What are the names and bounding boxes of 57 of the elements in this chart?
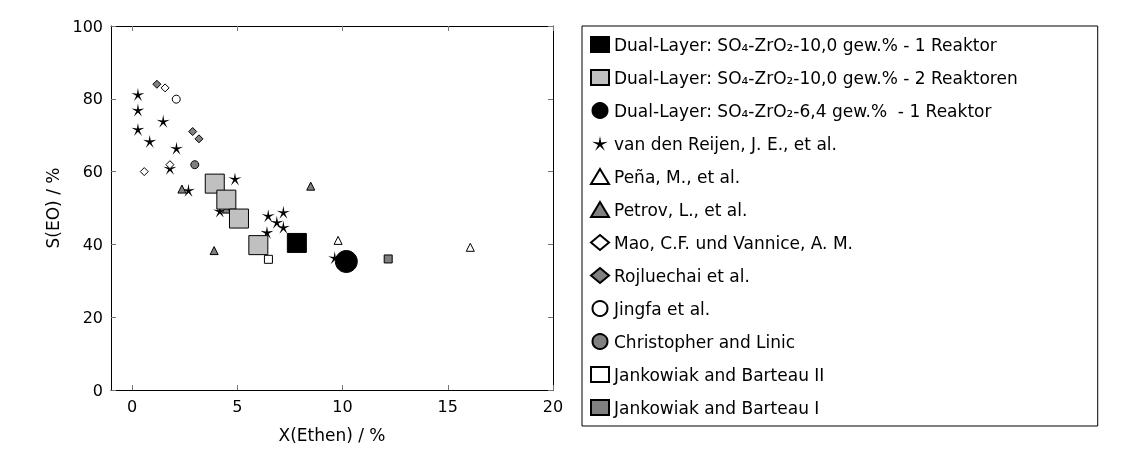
point [383,254,393,264]
point [228,172,242,186]
legend-label: Jingfa et al. [613,298,711,319]
point [188,127,198,137]
y-tick-label: 80 [82,89,103,109]
y-tick-label: 100 [72,16,103,36]
point [270,215,284,229]
point [209,246,219,256]
legend-label: Dual-Layer: SO₄-ZrO₂-10,0 gew.% - 1 Reaktor [614,34,997,55]
y-tick-label: 40 [82,234,103,254]
point [194,134,204,144]
point [152,79,162,89]
legend-label: Jankowiak and Barteau II [613,364,825,385]
point [261,209,275,223]
point [156,114,170,128]
x-tick-label: 10 [332,396,353,416]
x-tick-label: 0 [126,396,138,416]
x-tick-label: 15 [437,396,458,416]
legend-label: Dual-Layer: SO₄-ZrO₂-10,0 gew.% - 2 Reaktoren [614,67,1018,88]
point [190,160,200,170]
legend-label: Peña, M., et al. [614,166,741,187]
point [131,87,145,101]
legend-label: Christopher and Linic [614,331,796,352]
legend-label: Jankowiak and Barteau I [613,397,820,418]
point [216,189,237,210]
point [276,205,290,219]
point [306,181,316,191]
y-tick-label: 60 [82,162,103,182]
legend-label: Dual-Layer: SO₄-ZrO₂-6,4 gew.% - 1 Reaktor [614,100,992,121]
point [143,134,157,148]
point [276,220,290,234]
x-axis-title: X(Ethen) / % [278,424,386,445]
point [139,167,149,177]
x-tick-label: 20 [542,396,564,416]
point [333,235,343,245]
point [131,122,145,136]
point [286,232,307,253]
point [169,141,183,155]
point [263,254,273,264]
point [165,160,175,170]
y-tick-label: 0 [92,380,103,400]
point [177,184,187,194]
point [248,235,269,256]
legend-label: Mao, C.F. und Vannice, A. M. [614,232,853,253]
point [228,208,249,229]
point [160,83,170,93]
x-tick-label: 5 [232,396,243,416]
point [334,250,358,273]
legend-label: Petrov, L., et al. [614,199,748,220]
point [465,242,475,252]
legend-label: van den Reijen, J. E., et al. [614,133,837,154]
y-tick-label: 20 [82,307,103,327]
point [171,94,181,104]
legend-label: Rojluechai et al. [614,265,750,286]
point [204,173,225,194]
point [131,103,145,117]
y-axis-title: S(EO) / % [42,167,63,249]
